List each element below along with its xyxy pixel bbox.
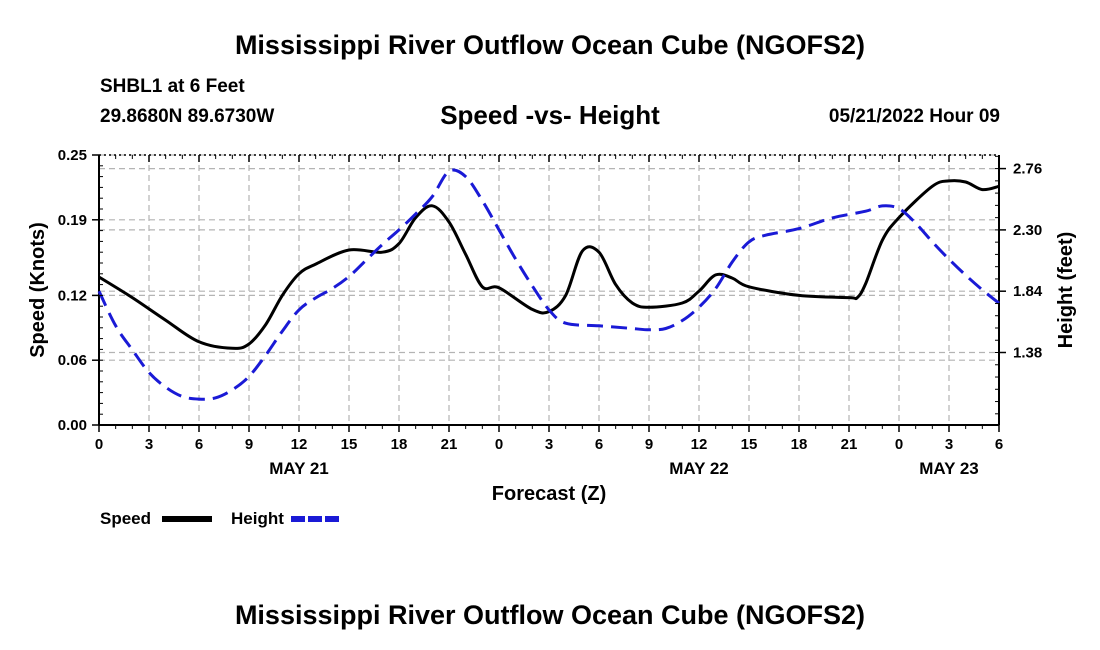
- y-axis-label-height: Height (feet): [1055, 232, 1077, 349]
- y-tick-label: 0.00: [58, 417, 87, 434]
- y-tick-label: 0.12: [58, 287, 87, 304]
- station-coordinates: 29.8680N 89.6730W: [100, 106, 275, 127]
- x-tick-label: 18: [791, 436, 808, 453]
- x-date-label: MAY 23: [919, 459, 979, 478]
- x-tick-label: 21: [441, 436, 458, 453]
- x-tick-label: 12: [291, 436, 308, 453]
- x-tick-label: 3: [545, 436, 553, 453]
- x-tick-label: 6: [595, 436, 603, 453]
- x-tick-label: 15: [741, 436, 758, 453]
- x-tick-label: 6: [995, 436, 1003, 453]
- y-axis-height: 1.38 1.84 2.30 2.76: [995, 155, 1043, 415]
- x-date-label: MAY 22: [669, 459, 729, 478]
- grid-lines: [99, 154, 999, 425]
- y2-tick-label: 1.84: [1013, 283, 1043, 300]
- x-tick-label: 18: [391, 436, 408, 453]
- y2-tick-label: 2.76: [1013, 161, 1042, 178]
- x-tick-label: 9: [645, 436, 653, 453]
- x-tick-label: 21: [841, 436, 858, 453]
- y2-tick-label: 1.38: [1013, 345, 1042, 362]
- y-tick-label: 0.06: [58, 352, 87, 369]
- chart-subtitle: Speed -vs- Height: [440, 100, 660, 130]
- legend-speed-label: Speed: [100, 509, 152, 528]
- x-tick-label: 12: [691, 436, 708, 453]
- x-tick-label: 0: [895, 436, 903, 453]
- chart-main-title: Mississippi River Outflow Ocean Cube (NG…: [234, 30, 866, 60]
- x-tick-label: 3: [145, 436, 153, 453]
- x-tick-label: 6: [195, 436, 203, 453]
- station-label: SHBL1 at 6 Feet: [100, 76, 245, 97]
- x-tick-label: 0: [495, 436, 503, 453]
- chart-footer-title: Mississippi River Outflow Ocean Cube (NG…: [234, 600, 866, 630]
- x-date-label: MAY 21: [269, 459, 329, 478]
- x-tick-label: 15: [341, 436, 358, 453]
- y-axis-speed: 0.00 0.06 0.12 0.19 0.25: [58, 147, 103, 434]
- y-axis-label-speed: Speed (Knots): [27, 222, 49, 358]
- x-tick-label: 0: [95, 436, 103, 453]
- speed-series-line: [98, 179, 1000, 350]
- x-tick-label: 9: [245, 436, 253, 453]
- x-axis: 0 3 6 9 12 15 18 21 0 3 6 9 12 15 18 21 0 3 6 MAY 21 MAY 22 M…: [95, 155, 1003, 478]
- x-tick-label: 3: [945, 436, 953, 453]
- forecast-timestamp: 05/21/2022 Hour 09: [828, 106, 1000, 127]
- x-axis-label: Forecast (Z): [492, 483, 606, 505]
- height-series-line: [97, 168, 1000, 401]
- y2-tick-label: 2.30: [1013, 222, 1042, 239]
- legend-height-label: Height: [231, 509, 284, 528]
- y-tick-label: 0.19: [58, 212, 87, 229]
- data-lines: [97, 168, 1000, 401]
- y-tick-label: 0.25: [58, 147, 87, 164]
